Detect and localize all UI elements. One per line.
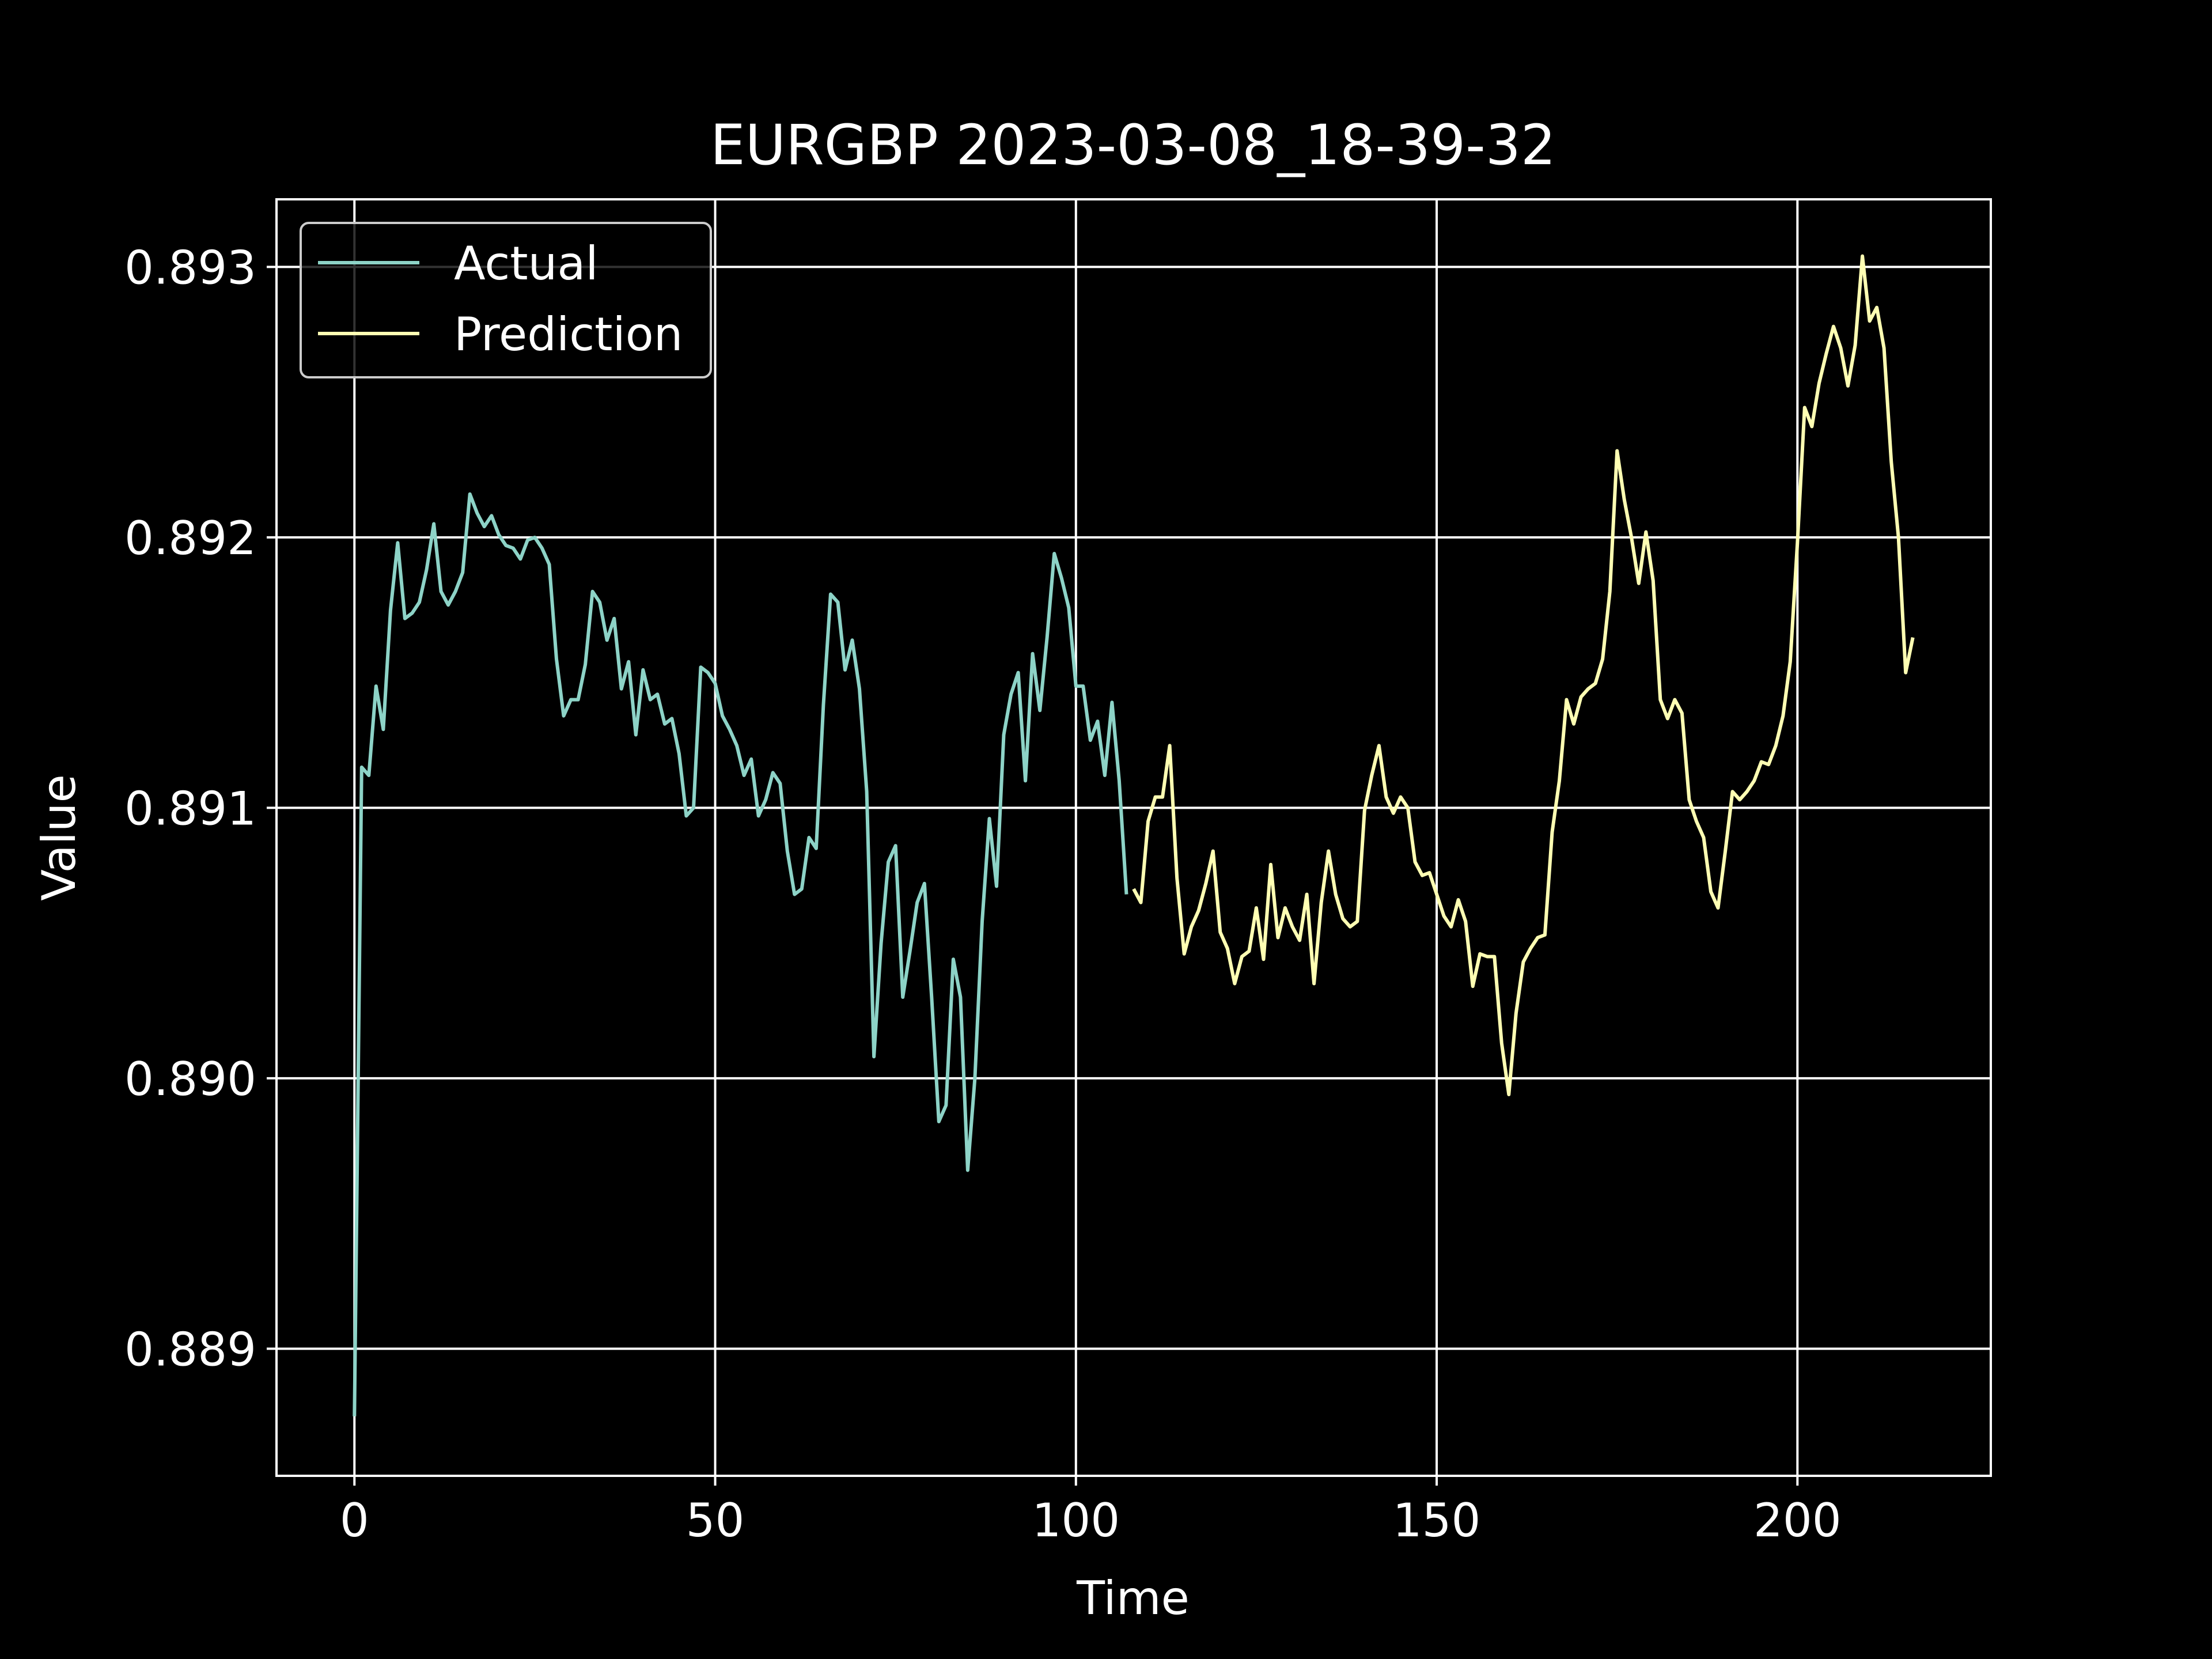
x-axis-label: Time xyxy=(1076,1571,1190,1625)
y-tick-label: 0.889 xyxy=(124,1323,256,1376)
grid xyxy=(276,199,1991,1476)
series-layer xyxy=(353,254,1915,1416)
y-tick-label: 0.893 xyxy=(124,241,256,294)
legend: Actual Prediction xyxy=(300,222,712,378)
series-line-actual xyxy=(353,492,1128,1416)
legend-label: Prediction xyxy=(454,308,683,361)
legend-label: Actual xyxy=(454,237,599,290)
x-tick-label: 150 xyxy=(1393,1494,1481,1547)
y-tick-label: 0.892 xyxy=(124,512,256,565)
chart-title: EURGBP 2023-03-08_18-39-32 xyxy=(710,113,1556,177)
x-tick-label: 50 xyxy=(686,1494,745,1547)
y-axis-label: Value xyxy=(32,774,86,901)
y-tick-label: 0.890 xyxy=(124,1052,256,1106)
plot-frame xyxy=(275,198,1992,1477)
x-tick-label: 0 xyxy=(340,1494,369,1547)
x-axis: 0 50 100 150 200 xyxy=(340,1476,1842,1547)
series-line-prediction xyxy=(1132,254,1915,1096)
x-tick-label: 100 xyxy=(1032,1494,1120,1547)
x-tick-label: 200 xyxy=(1753,1494,1842,1547)
y-tick-label: 0.891 xyxy=(124,782,256,835)
y-axis: 0.889 0.890 0.891 0.892 0.893 xyxy=(124,241,276,1376)
